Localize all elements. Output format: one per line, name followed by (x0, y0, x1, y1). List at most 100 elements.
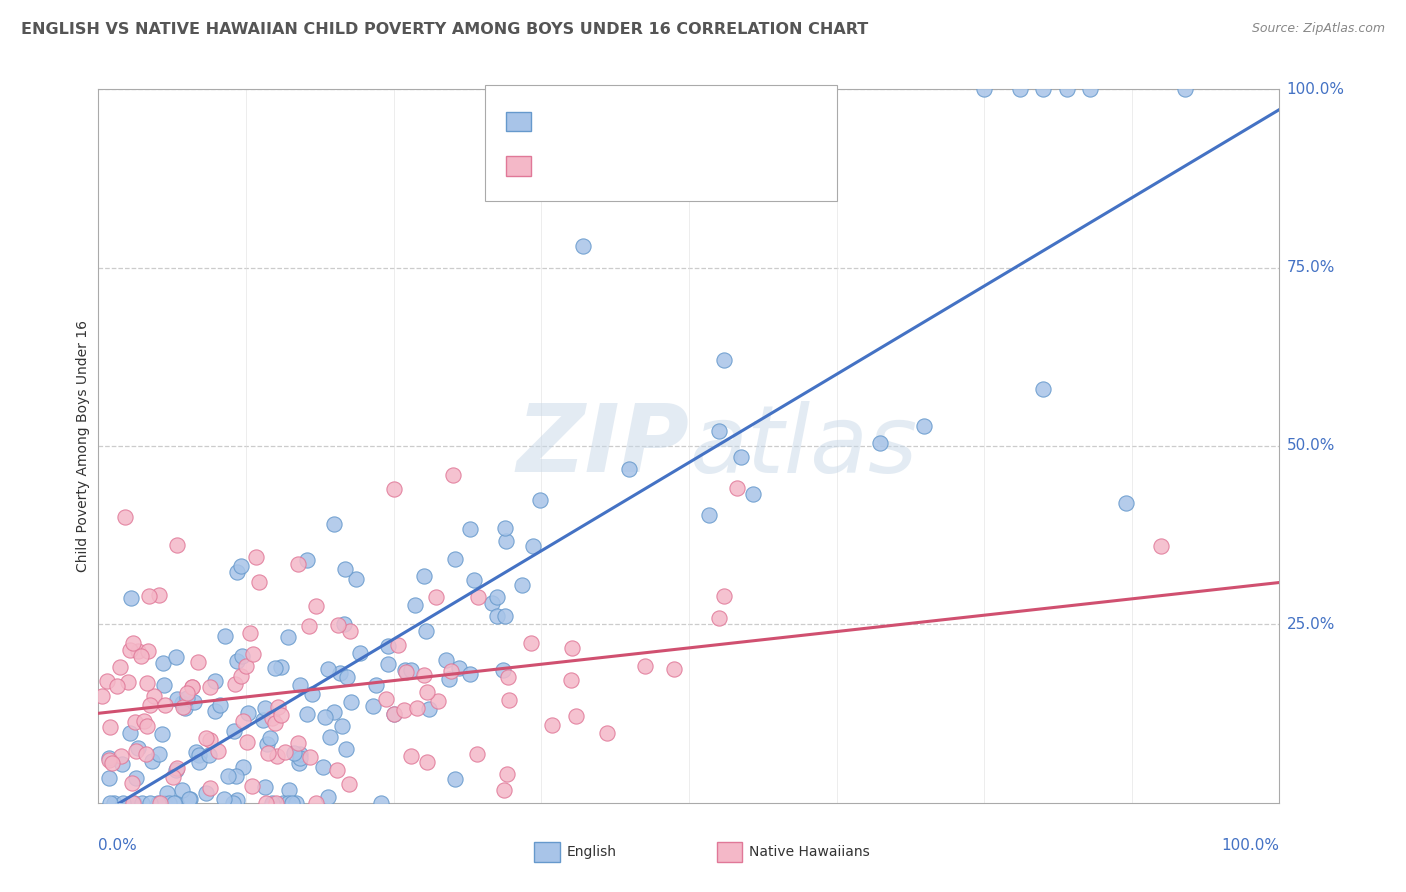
Point (458, 522, 481, 536)
Point (121, 796, 143, 810)
Point (364, 678, 387, 692)
Point (100, 796, 122, 810)
Point (1080, 82, 1102, 96)
Point (301, 687, 323, 701)
Point (105, 679, 128, 693)
Point (242, 647, 264, 661)
Point (103, 796, 125, 810)
Point (333, 616, 356, 631)
Point (662, 662, 685, 676)
Point (194, 731, 217, 746)
Point (912, 419, 935, 434)
Point (512, 578, 534, 592)
Point (1150, 539, 1173, 553)
Point (153, 796, 176, 810)
Point (166, 692, 188, 706)
Text: ENGLISH VS NATIVE HAWAIIAN CHILD POVERTY AMONG BOYS UNDER 16 CORRELATION CHART: ENGLISH VS NATIVE HAWAIIAN CHILD POVERTY… (21, 22, 869, 37)
Point (277, 783, 299, 797)
Point (127, 644, 149, 658)
Point (463, 574, 485, 588)
Point (399, 748, 422, 763)
Point (565, 709, 588, 723)
Point (172, 700, 194, 714)
Point (224, 676, 246, 690)
Point (494, 521, 516, 535)
Point (260, 796, 283, 810)
Point (287, 736, 309, 750)
Text: 101: 101 (692, 159, 723, 174)
Point (260, 710, 283, 724)
Point (97, 771, 120, 785)
Point (217, 769, 239, 783)
Point (166, 761, 188, 775)
Point (1032, 82, 1054, 96)
Point (198, 733, 221, 747)
Point (336, 670, 359, 684)
Text: 100.0%: 100.0% (1286, 82, 1344, 96)
Point (290, 747, 312, 761)
Point (377, 657, 399, 671)
Text: 0.249: 0.249 (586, 159, 634, 174)
Point (253, 701, 276, 715)
Point (444, 551, 467, 566)
Point (270, 660, 292, 674)
Point (412, 668, 434, 682)
Point (240, 779, 263, 793)
Point (412, 569, 434, 583)
Point (236, 706, 259, 720)
Point (163, 796, 186, 810)
Point (188, 748, 211, 763)
Point (198, 680, 221, 694)
Point (742, 486, 765, 500)
Point (229, 669, 252, 683)
Point (155, 698, 177, 712)
Point (284, 796, 307, 810)
Point (323, 706, 346, 720)
Point (166, 538, 188, 552)
Point (120, 591, 142, 605)
Point (238, 625, 260, 640)
Point (156, 786, 179, 800)
Point (184, 745, 207, 759)
Point (335, 562, 357, 576)
Point (312, 760, 335, 774)
Point (221, 796, 243, 810)
Point (458, 667, 481, 681)
Point (486, 608, 509, 623)
Point (136, 676, 159, 690)
Point (138, 644, 160, 658)
Point (707, 610, 730, 624)
Point (231, 648, 253, 663)
Point (146, 796, 169, 810)
Point (571, 239, 593, 253)
Point (101, 756, 124, 770)
Point (439, 672, 461, 686)
Point (124, 715, 146, 730)
Point (129, 648, 152, 663)
Point (124, 771, 146, 785)
Text: 50.0%: 50.0% (1286, 439, 1334, 453)
Point (288, 678, 311, 692)
Point (560, 673, 582, 687)
Point (288, 756, 311, 771)
Point (326, 763, 349, 777)
Point (394, 663, 416, 677)
Point (382, 707, 405, 722)
Point (492, 663, 515, 677)
Point (314, 709, 336, 723)
Point (280, 796, 302, 810)
Point (375, 692, 398, 706)
Point (973, 82, 995, 96)
Point (204, 673, 226, 688)
Point (305, 796, 328, 810)
Point (596, 726, 619, 740)
Point (440, 665, 463, 679)
Text: English: English (567, 845, 617, 859)
Point (426, 694, 449, 708)
Point (465, 747, 488, 762)
Point (136, 719, 159, 733)
Point (263, 661, 285, 675)
Point (1056, 82, 1078, 96)
Point (298, 749, 321, 764)
Point (283, 747, 305, 761)
